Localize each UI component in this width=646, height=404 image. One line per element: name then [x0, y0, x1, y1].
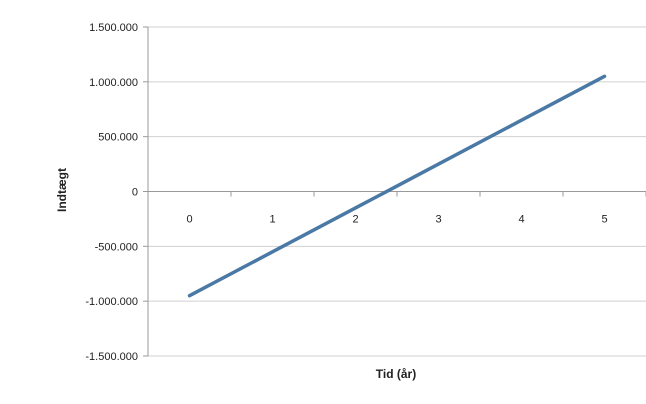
y-tick-label: -500.000 [95, 241, 138, 253]
y-tick-label: 500.000 [98, 132, 138, 144]
y-tick-label: 0 [132, 187, 138, 199]
y-tick-label: 1.000.000 [89, 77, 138, 89]
y-tick-label: -1.000.000 [85, 296, 138, 308]
x-tick-label: 1 [269, 214, 275, 226]
y-tick-label: -1.500.000 [85, 351, 138, 363]
y-tick-label: 1.500.000 [89, 22, 138, 34]
gridlines [148, 26, 646, 357]
x-axis-ticks [143, 26, 646, 357]
series-line [187, 74, 607, 298]
y-axis-title: Indtægt [55, 168, 69, 212]
x-tick-label: 3 [435, 214, 441, 226]
x-axis-tick-labels: 0 1 2 3 4 5 [186, 214, 607, 226]
x-tick-label: 5 [601, 214, 607, 226]
series-layer [187, 74, 607, 298]
x-tick-label: 0 [186, 214, 192, 226]
y-axis-tick-labels: 1.500.000 1.000.000 500.000 0 -500.000 -1.000… [85, 22, 138, 363]
x-tick-label: 4 [518, 214, 524, 226]
x-tick-label: 2 [352, 214, 358, 226]
x-axis-title: Tid (år) [376, 367, 416, 381]
